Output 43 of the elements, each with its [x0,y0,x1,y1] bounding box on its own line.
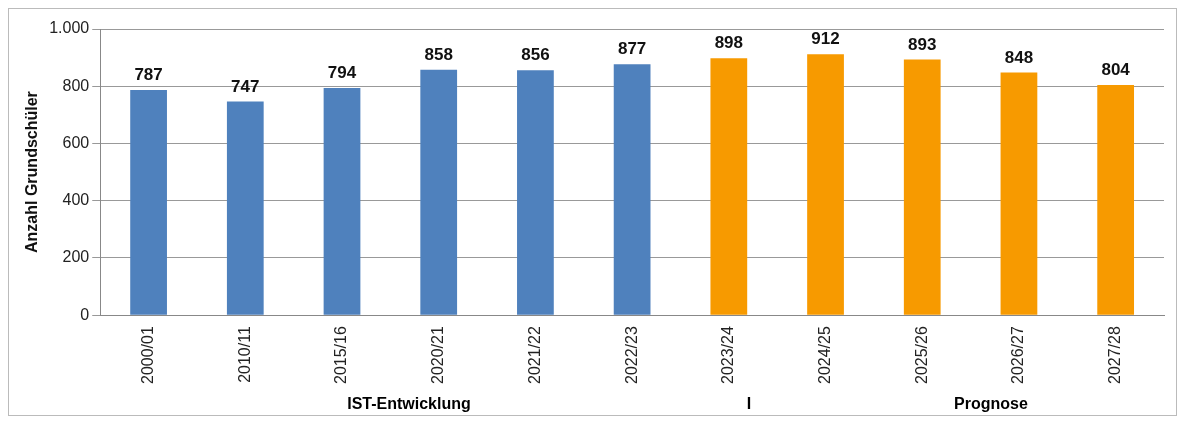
x-tick-label: 2024/25 [815,326,833,385]
bar [1000,72,1038,315]
x-tick-label: 2015/16 [332,326,350,385]
x-tick-label: 2023/24 [719,326,737,385]
data-label: 898 [714,33,744,53]
text: Prognose [954,395,1028,413]
y-tick-label: 600 [62,133,90,151]
bar [807,54,844,315]
data-label: 747 [231,76,260,96]
data-label: 858 [424,44,453,64]
bar [130,89,167,315]
bar [323,87,361,315]
x-tick-label: 2026/27 [1009,326,1027,385]
y-tick-label: 800 [62,76,90,94]
data-label: 804 [1101,60,1131,80]
bar [710,58,748,315]
data-label: 893 [908,34,937,54]
bar [517,70,554,315]
text: IST-Entwicklung [347,395,471,413]
x-tick-label: 2021/22 [525,326,543,385]
data-label: 848 [1004,47,1034,67]
y-tick-label: 400 [62,191,90,209]
data-label: 877 [617,39,647,59]
y-tick-label: 200 [62,248,90,266]
bar [420,69,458,315]
bar [903,59,941,315]
bar [226,101,264,315]
data-label: 912 [811,29,840,49]
text: I [746,395,752,413]
x-tick-label: 2000/01 [139,326,156,385]
bar [613,64,651,315]
x-tick-label: 2022/23 [622,326,640,385]
x-tick-label: 2027/28 [1106,326,1124,385]
bar [1097,85,1135,315]
y-axis-title: Anzahl Grundschüler [23,91,41,253]
y-tick-label: 0 [80,305,90,323]
data-label: 856 [521,45,550,65]
data-label: 787 [134,65,163,85]
x-tick-label: 2025/26 [912,326,930,385]
x-tick-label: 2010/11 [235,326,253,383]
x-tick-label: 2020/21 [429,326,447,385]
data-label: 794 [327,63,357,83]
y-tick-label: 1.000 [49,19,90,37]
